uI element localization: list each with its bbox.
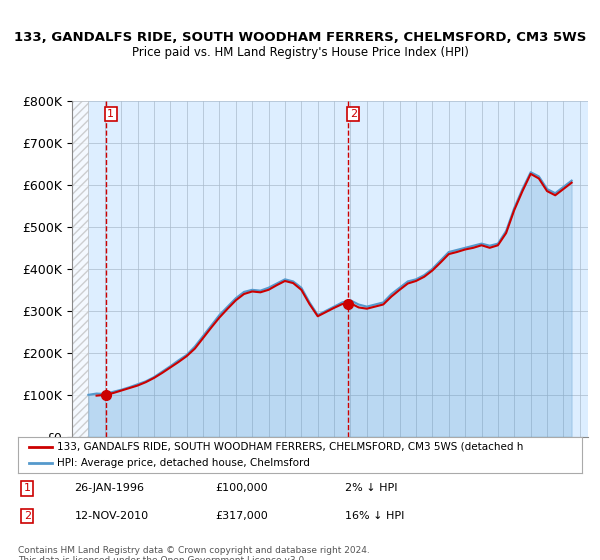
Bar bbox=[72, 101, 88, 437]
Text: Price paid vs. HM Land Registry's House Price Index (HPI): Price paid vs. HM Land Registry's House … bbox=[131, 46, 469, 59]
Text: £100,000: £100,000 bbox=[215, 483, 268, 493]
Text: 2% ↓ HPI: 2% ↓ HPI bbox=[345, 483, 398, 493]
Text: 133, GANDALFS RIDE, SOUTH WOODHAM FERRERS, CHELMSFORD, CM3 5WS (detached h: 133, GANDALFS RIDE, SOUTH WOODHAM FERRER… bbox=[58, 442, 524, 452]
Text: 1: 1 bbox=[23, 483, 31, 493]
Text: Contains HM Land Registry data © Crown copyright and database right 2024.
This d: Contains HM Land Registry data © Crown c… bbox=[18, 546, 370, 560]
Text: HPI: Average price, detached house, Chelmsford: HPI: Average price, detached house, Chel… bbox=[58, 458, 310, 468]
Text: 26-JAN-1996: 26-JAN-1996 bbox=[74, 483, 145, 493]
Text: 16% ↓ HPI: 16% ↓ HPI bbox=[345, 511, 404, 521]
Text: £317,000: £317,000 bbox=[215, 511, 268, 521]
Text: 2: 2 bbox=[350, 109, 357, 119]
Text: 133, GANDALFS RIDE, SOUTH WOODHAM FERRERS, CHELMSFORD, CM3 5WS: 133, GANDALFS RIDE, SOUTH WOODHAM FERRER… bbox=[14, 31, 586, 44]
Text: 12-NOV-2010: 12-NOV-2010 bbox=[74, 511, 149, 521]
Text: 1: 1 bbox=[107, 109, 115, 119]
Text: 2: 2 bbox=[23, 511, 31, 521]
